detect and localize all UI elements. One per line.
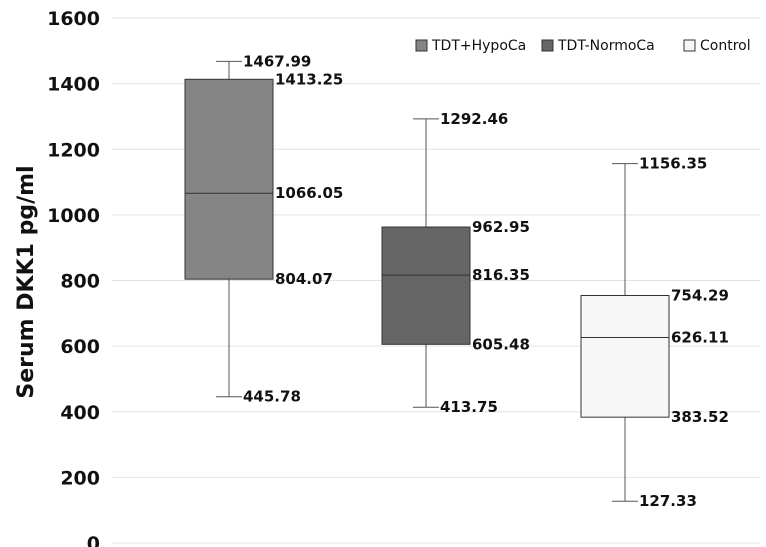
label-median: 1066.05 — [275, 184, 343, 202]
label-median: 816.35 — [472, 266, 530, 284]
label-max: 1467.99 — [243, 52, 311, 70]
legend-item-tdt-normoca: TDT-NormoCa — [541, 38, 655, 54]
label-q1: 804.07 — [275, 270, 333, 288]
iqr-box — [381, 226, 471, 345]
iqr-box — [184, 78, 274, 280]
label-min: 413.75 — [440, 398, 498, 416]
y-tick-label-200: 200 — [60, 467, 100, 489]
label-q1: 605.48 — [472, 335, 530, 353]
label-q3: 754.29 — [671, 286, 729, 304]
label-q3: 962.95 — [472, 218, 530, 236]
y-tick-label-1000: 1000 — [47, 205, 100, 227]
label-max: 1292.46 — [440, 110, 508, 128]
legend-item-control: Control — [683, 38, 751, 54]
legend-swatch — [541, 39, 554, 52]
box-control: 1156.35 127.33 754.29 383.52 626.11 — [580, 155, 729, 510]
y-tick-label-1400: 1400 — [47, 74, 100, 96]
y-tick-label-0: 0 — [87, 533, 100, 547]
legend-swatch — [683, 39, 696, 52]
y-tick-label-400: 400 — [60, 402, 100, 424]
label-min: 445.78 — [243, 388, 301, 406]
y-tick-label-800: 800 — [60, 271, 100, 293]
y-tick-label-600: 600 — [60, 336, 100, 358]
box-tdt-normoca: 1292.46 413.75 962.95 605.48 816.35 — [381, 110, 530, 416]
label-median: 626.11 — [671, 329, 729, 347]
legend-swatch — [415, 39, 428, 52]
legend-label: Control — [700, 38, 751, 54]
box-tdt-hypoca: 1467.99 445.78 1413.25 804.07 1066.05 — [184, 52, 343, 406]
y-tick-label-1600: 1600 — [47, 8, 100, 30]
legend: TDT+HypoCa TDT-NormoCa Control — [415, 38, 751, 54]
label-q3: 1413.25 — [275, 70, 343, 88]
label-max: 1156.35 — [639, 155, 707, 173]
boxes: 1467.99 445.78 1413.25 804.07 1066.05 1292.46… — [184, 52, 729, 510]
iqr-box — [580, 294, 670, 418]
y-axis-ticks: 0 200 400 600 800 1000 1200 1400 1600 — [47, 8, 100, 547]
legend-label: TDT-NormoCa — [557, 38, 655, 54]
legend-item-tdt-hypoca: TDT+HypoCa — [415, 38, 526, 54]
y-axis-label: Serum DKK1 pg/ml — [14, 165, 39, 398]
label-min: 127.33 — [639, 492, 697, 510]
legend-label: TDT+HypoCa — [431, 38, 526, 54]
y-tick-label-1200: 1200 — [47, 139, 100, 161]
label-q1: 383.52 — [671, 408, 729, 426]
